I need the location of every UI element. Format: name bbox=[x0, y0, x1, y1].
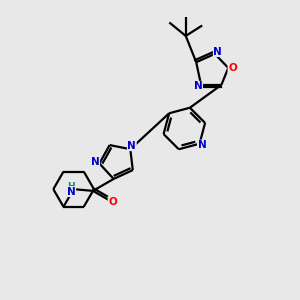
Text: N: N bbox=[194, 81, 203, 92]
Text: N: N bbox=[91, 157, 100, 167]
Text: N: N bbox=[128, 141, 136, 151]
Text: O: O bbox=[108, 196, 117, 207]
Text: N: N bbox=[67, 187, 76, 196]
Text: N: N bbox=[198, 140, 206, 150]
Text: O: O bbox=[228, 63, 237, 73]
Text: H: H bbox=[68, 182, 75, 191]
Text: N: N bbox=[213, 46, 222, 56]
